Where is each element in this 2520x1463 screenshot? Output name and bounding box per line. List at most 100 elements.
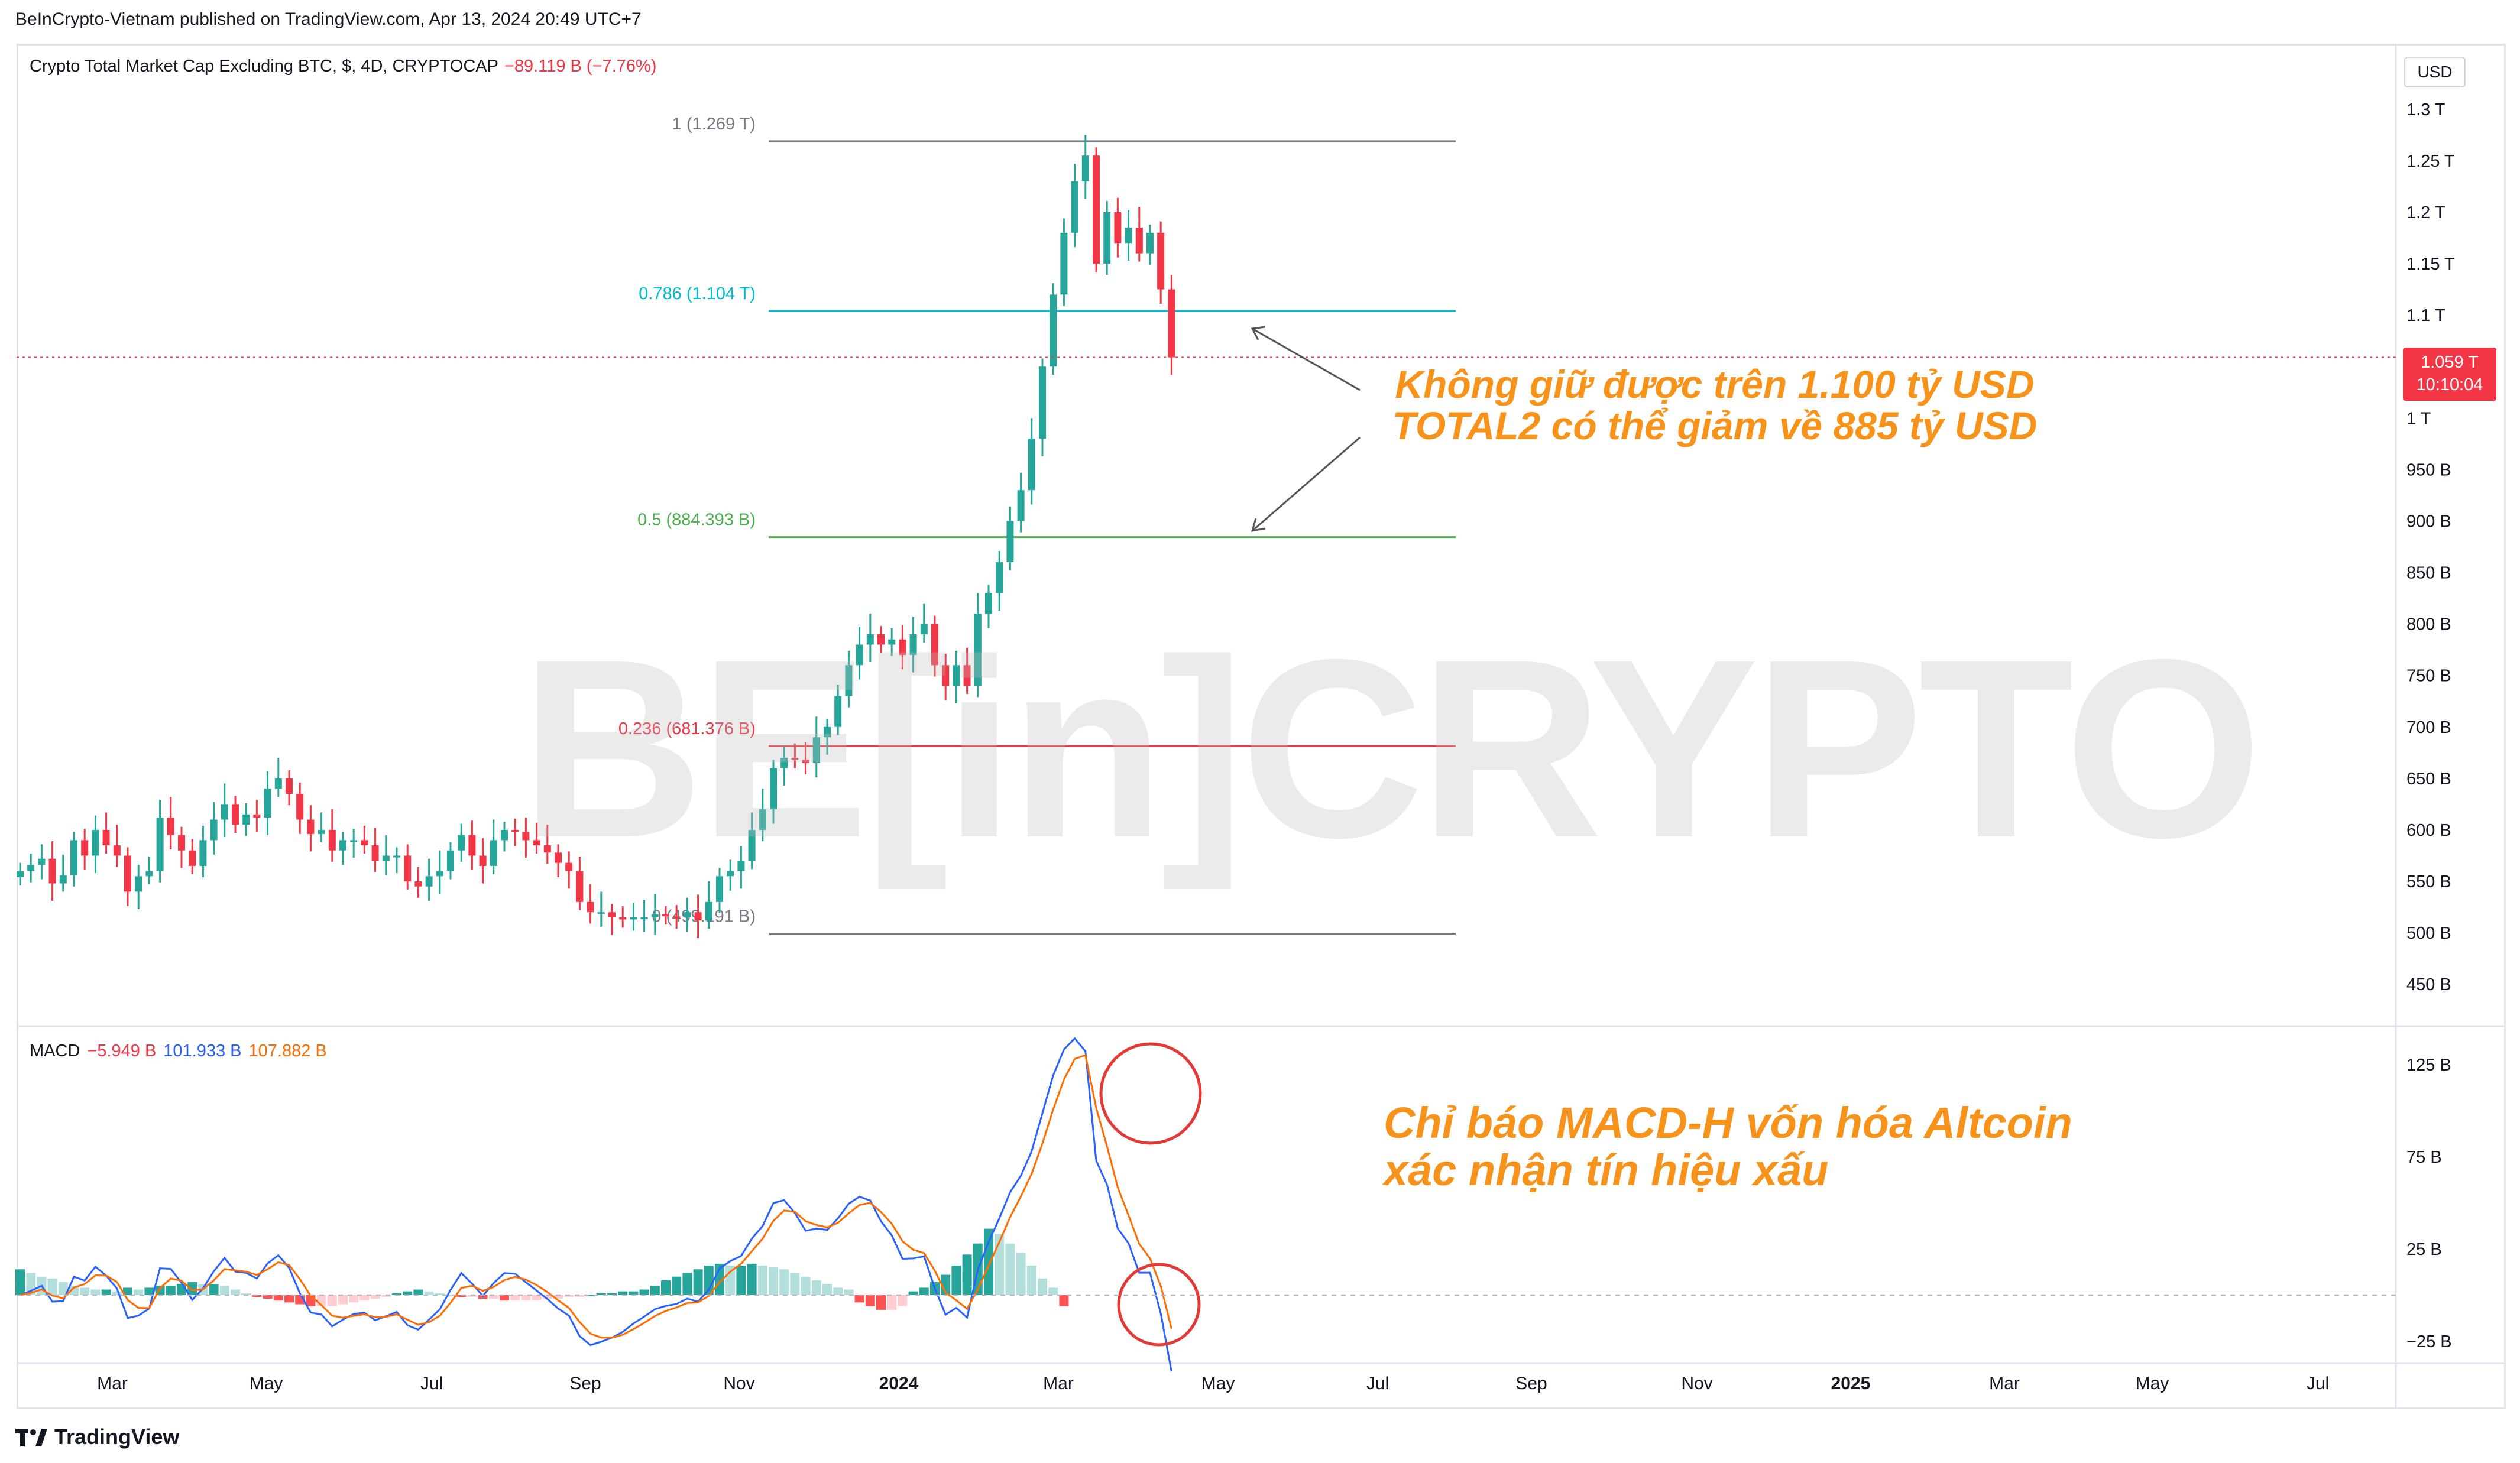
candle-body <box>425 876 433 887</box>
macd-histogram-bar <box>1059 1295 1069 1306</box>
price-tick-label: 1.1 T <box>2406 306 2445 325</box>
macd-histogram-bar <box>123 1287 132 1295</box>
time-tick-label: Jul <box>2307 1374 2329 1393</box>
time-tick-label: Mar <box>1989 1374 2020 1393</box>
candle-body <box>748 829 756 861</box>
currency-button[interactable]: USD <box>2404 57 2466 87</box>
macd-histogram-bar <box>779 1269 789 1295</box>
price-tick-label: 600 B <box>2406 821 2451 840</box>
candle-body <box>543 845 551 853</box>
tradingview-logo[interactable]: TradingView <box>15 1425 179 1449</box>
candle-body <box>1060 232 1068 295</box>
candle-body <box>651 914 659 917</box>
candle-body <box>1050 294 1057 367</box>
price-tick-label: 1.2 T <box>2406 203 2445 222</box>
time-tick-label: Jul <box>420 1374 443 1393</box>
symbol-legend[interactable]: Crypto Total Market Cap Excluding BTC, $… <box>30 57 656 76</box>
highlight-circles <box>1099 1042 1202 1347</box>
macd-histogram-bar <box>887 1295 897 1310</box>
macd-legend[interactable]: MACD −5.949 B 101.933 B 107.882 B <box>30 1042 327 1061</box>
price-tick-label: 700 B <box>2406 718 2451 737</box>
candle-body <box>371 845 379 861</box>
macd-axis[interactable]: 125 B 75 B 25 B −25 B <box>17 1056 2452 1351</box>
candle-body <box>458 835 465 851</box>
candle-body <box>565 862 573 871</box>
candle-body <box>102 829 110 846</box>
macd-histogram-bar <box>596 1293 606 1295</box>
time-tick-label: 2025 <box>1831 1374 1871 1393</box>
macd-histogram-bar <box>876 1295 886 1310</box>
candle-body <box>59 875 67 884</box>
signal-line <box>20 1054 1172 1339</box>
macd-histogram-bar <box>90 1289 101 1295</box>
candle-body <box>845 665 853 696</box>
macd-annotation-line2: xác nhận tín hiệu xấu <box>1384 1146 1829 1195</box>
candle-body <box>974 614 982 686</box>
price-tick-label: 1.3 T <box>2406 100 2445 119</box>
candle-body <box>630 917 637 920</box>
candle-body <box>1146 232 1154 254</box>
macd-histogram-bar <box>349 1295 359 1303</box>
fib-level-label: 1 (1.269 T) <box>672 115 756 134</box>
time-tick-label: May <box>250 1374 283 1393</box>
macd-label: MACD <box>30 1042 80 1060</box>
price-tick-label: 750 B <box>2406 667 2451 686</box>
macd-histogram-bar <box>661 1280 671 1295</box>
time-tick-label: May <box>2136 1374 2169 1393</box>
macd-histogram-bar <box>1048 1287 1058 1295</box>
candle-body <box>727 871 734 877</box>
candle-body <box>135 876 142 892</box>
candle-body <box>1006 521 1014 563</box>
candle-body <box>307 819 315 834</box>
candle-body <box>414 881 422 887</box>
macd-histogram-bar <box>370 1295 380 1299</box>
arrow-lower <box>1252 436 1361 532</box>
macd-histogram-bar <box>112 1291 122 1295</box>
candle-body <box>985 593 992 614</box>
macd-histogram-bar <box>134 1289 144 1295</box>
time-axis[interactable]: Mar May Jul Sep Nov 2024 Mar May Jul Sep Nov 2025 Ma… <box>97 1374 2329 1393</box>
candle-body <box>253 814 261 818</box>
candle-body <box>662 914 669 917</box>
highlight-circle-cross <box>1099 1042 1202 1145</box>
macd-histogram-bar <box>618 1291 628 1295</box>
macd-histogram-bar <box>252 1295 262 1297</box>
candle-body <box>942 665 950 686</box>
candle-body <box>888 639 896 645</box>
annotation-arrows <box>1251 326 1361 532</box>
macd-histogram-bar <box>209 1284 219 1295</box>
time-tick-label: May <box>1201 1374 1235 1393</box>
candle-body <box>48 858 56 884</box>
macd-histogram-bar <box>629 1291 639 1295</box>
macd-tick-label: 25 B <box>2406 1240 2442 1259</box>
candle-body <box>791 758 799 760</box>
macd-histogram-bar <box>263 1295 273 1299</box>
macd-histogram-series <box>15 1228 1069 1310</box>
candle-body <box>81 840 89 856</box>
candle-body <box>70 840 77 875</box>
candle-body <box>780 758 788 768</box>
macd-histogram-bar <box>801 1276 811 1295</box>
candle-body <box>1114 212 1122 244</box>
candle-body <box>834 696 842 727</box>
candle-body <box>156 818 164 871</box>
macd-histogram-bar <box>80 1287 90 1295</box>
candle-body <box>1103 212 1111 264</box>
candle-body <box>124 855 131 892</box>
candle-body <box>178 835 185 851</box>
arrow-upper <box>1252 327 1361 391</box>
price-axis[interactable]: 1.3 T 1.25 T 1.2 T 1.15 T 1.1 T 1 T 950 B 900 B… <box>2406 100 2455 994</box>
time-tick-label: Mar <box>1043 1374 1074 1393</box>
candle-body <box>953 665 960 686</box>
candle-body <box>113 845 121 856</box>
macd-histogram-bar <box>898 1295 908 1306</box>
price-tick-label: 900 B <box>2406 512 2451 531</box>
symbol-title: Crypto Total Market Cap Excluding BTC, $… <box>30 57 498 76</box>
price-tick-label: 1 T <box>2406 409 2431 428</box>
candle-body <box>328 829 336 851</box>
macd-histogram-bar <box>101 1289 111 1295</box>
fibonacci-retracement[interactable]: 1 (1.269 T) 0.786 (1.104 T) 0.5 (884.393 B… <box>618 115 1456 935</box>
candle-body <box>382 855 390 861</box>
macd-histogram-bar <box>1038 1278 1047 1295</box>
